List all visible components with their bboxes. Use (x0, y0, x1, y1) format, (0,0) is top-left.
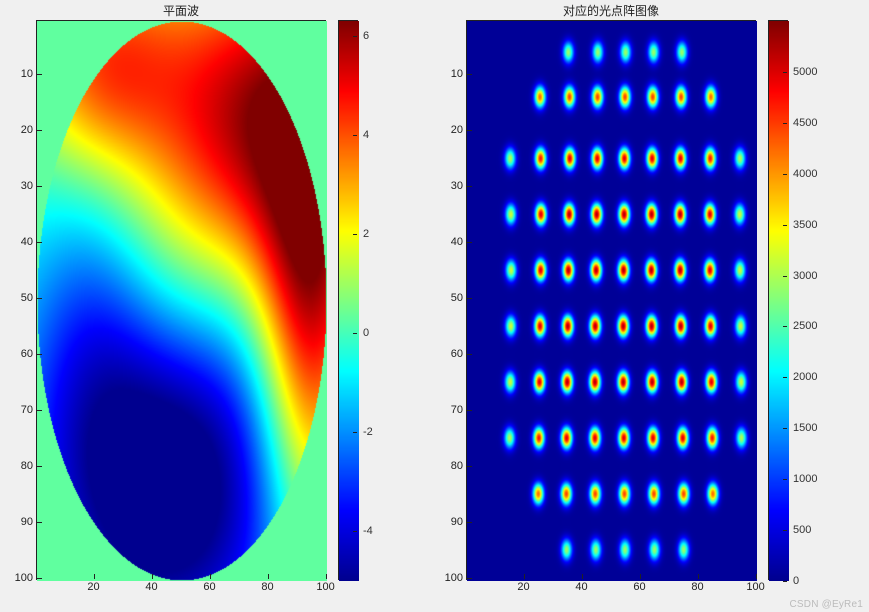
right-subplot: 对应的光点阵图像 2040608010010203040506070809010… (466, 20, 756, 580)
colorbar-tick-label: 3500 (787, 219, 817, 231)
colorbar-tick-label: 500 (787, 524, 811, 536)
watermark-text: CSDN @EyRe1 (790, 599, 863, 610)
colorbar-tick-label: 6 (357, 30, 369, 42)
ytick-label: 40 (21, 236, 37, 248)
colorbar-tick-label: 2000 (787, 371, 817, 383)
colorbar-tick-label: 4 (357, 129, 369, 141)
colorbar-tick-label: 0 (787, 575, 799, 587)
ytick-label: 70 (21, 404, 37, 416)
xtick-label: 60 (203, 579, 215, 593)
xtick-label: 80 (691, 579, 703, 593)
colorbar-tick-label: 0 (357, 327, 369, 339)
matlab-figure: 平面波 20406080100102030405060708090100 -4-… (0, 0, 869, 612)
colorbar-tick-label: 2 (357, 228, 369, 240)
colorbar-tick-label: -4 (357, 525, 373, 537)
colorbar-tick-label: 4000 (787, 168, 817, 180)
right-colorbar: 0500100015002000250030003500400045005000 (768, 20, 788, 580)
xtick-label: 60 (633, 579, 645, 593)
ytick-label: 80 (451, 460, 467, 472)
ytick-label: 50 (451, 292, 467, 304)
left-colorbar-canvas (339, 21, 359, 581)
xtick-label: 80 (261, 579, 273, 593)
colorbar-tick-label: 1000 (787, 473, 817, 485)
ytick-label: 20 (451, 124, 467, 136)
xtick-label: 100 (316, 579, 334, 593)
colorbar-tick-label: 2500 (787, 320, 817, 332)
ytick-label: 70 (451, 404, 467, 416)
right-axes: 20406080100102030405060708090100 (466, 20, 756, 580)
ytick-label: 30 (451, 180, 467, 192)
xtick-label: 100 (746, 579, 764, 593)
xtick-label: 40 (575, 579, 587, 593)
left-title: 平面波 (36, 2, 326, 19)
ytick-label: 100 (15, 572, 37, 584)
xtick-label: 40 (145, 579, 157, 593)
ytick-label: 30 (21, 180, 37, 192)
ytick-label: 100 (445, 572, 467, 584)
left-colorbar: -4-20246 (338, 20, 358, 580)
ytick-label: 60 (21, 348, 37, 360)
xtick-label: 20 (87, 579, 99, 593)
ytick-label: 60 (451, 348, 467, 360)
ytick-label: 20 (21, 124, 37, 136)
ytick-label: 10 (451, 68, 467, 80)
ytick-label: 10 (21, 68, 37, 80)
colorbar-tick-label: 3000 (787, 270, 817, 282)
right-colorbar-canvas (769, 21, 789, 581)
left-subplot: 平面波 20406080100102030405060708090100 (36, 20, 326, 580)
ytick-label: 40 (451, 236, 467, 248)
colorbar-tick-label: -2 (357, 426, 373, 438)
xtick-label: 20 (517, 579, 529, 593)
colorbar-tick-label: 4500 (787, 117, 817, 129)
left-heatmap-canvas (37, 21, 327, 581)
colorbar-tick-label: 5000 (787, 66, 817, 78)
right-spotarray-canvas (467, 21, 757, 581)
ytick-label: 90 (21, 516, 37, 528)
left-axes: 20406080100102030405060708090100 (36, 20, 326, 580)
ytick-label: 50 (21, 292, 37, 304)
ytick-label: 90 (451, 516, 467, 528)
right-title: 对应的光点阵图像 (466, 2, 756, 19)
ytick-label: 80 (21, 460, 37, 472)
colorbar-tick-label: 1500 (787, 422, 817, 434)
